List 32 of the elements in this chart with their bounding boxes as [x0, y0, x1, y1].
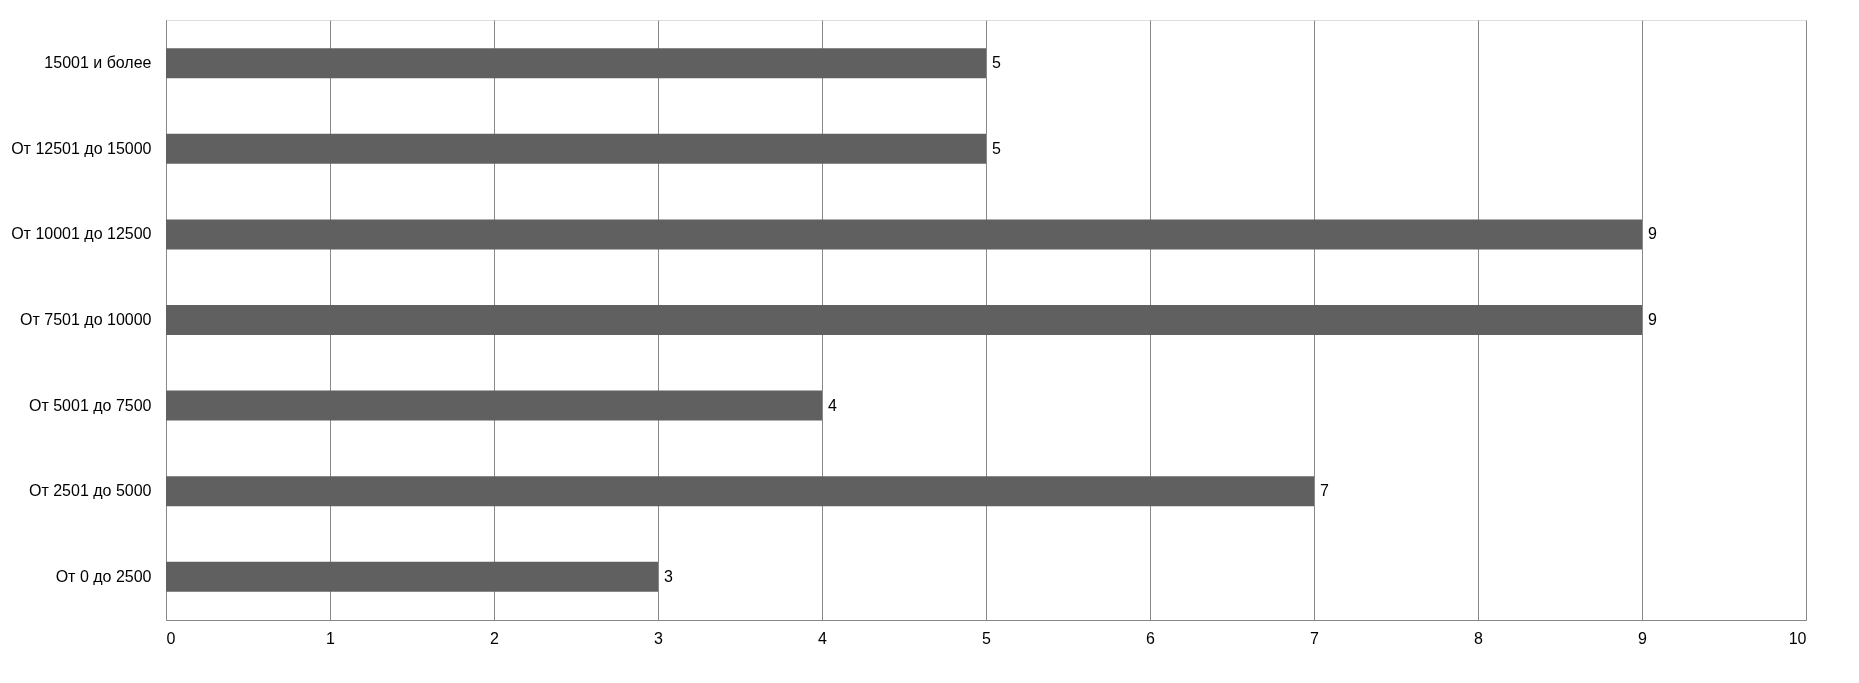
data-label: 7 — [1320, 482, 1329, 500]
x-tick-label: 2 — [490, 629, 500, 647]
y-tick-label: От 12501 до 15000 — [11, 139, 152, 157]
x-tick-label: 1 — [326, 629, 336, 647]
y-tick-label: От 7501 до 10000 — [20, 311, 152, 328]
data-label: 9 — [1648, 225, 1657, 243]
data-label: 9 — [1648, 311, 1657, 328]
y-tick-label: От 0 до 2500 — [55, 567, 152, 585]
bar — [166, 133, 986, 164]
bar — [166, 219, 1642, 250]
x-tick-label: 0 — [166, 629, 176, 647]
data-label: 5 — [992, 54, 1001, 72]
x-tick-label: 7 — [1310, 629, 1320, 647]
y-tick-label: От 5001 до 7500 — [28, 396, 152, 414]
y-tick-label: От 10001 до 12500 — [11, 225, 152, 243]
x-tick-label: 3 — [654, 629, 664, 647]
y-tick-label: От 2501 до 5000 — [28, 482, 152, 500]
x-tick-label: 4 — [818, 629, 828, 647]
bar — [166, 561, 658, 592]
bar — [166, 48, 986, 79]
y-tick-label: 15001 и более — [44, 54, 152, 72]
bar — [166, 476, 1314, 507]
x-tick-label: 10 — [1788, 629, 1807, 647]
x-tick-label: 5 — [982, 629, 992, 647]
data-label: 4 — [828, 396, 837, 414]
bar — [166, 305, 1642, 335]
data-label: 5 — [992, 139, 1001, 157]
data-label: 3 — [664, 567, 673, 585]
x-tick-label: 6 — [1146, 629, 1156, 647]
x-tick-label: 8 — [1474, 629, 1484, 647]
bar — [166, 390, 822, 421]
x-tick-label: 9 — [1638, 629, 1648, 647]
